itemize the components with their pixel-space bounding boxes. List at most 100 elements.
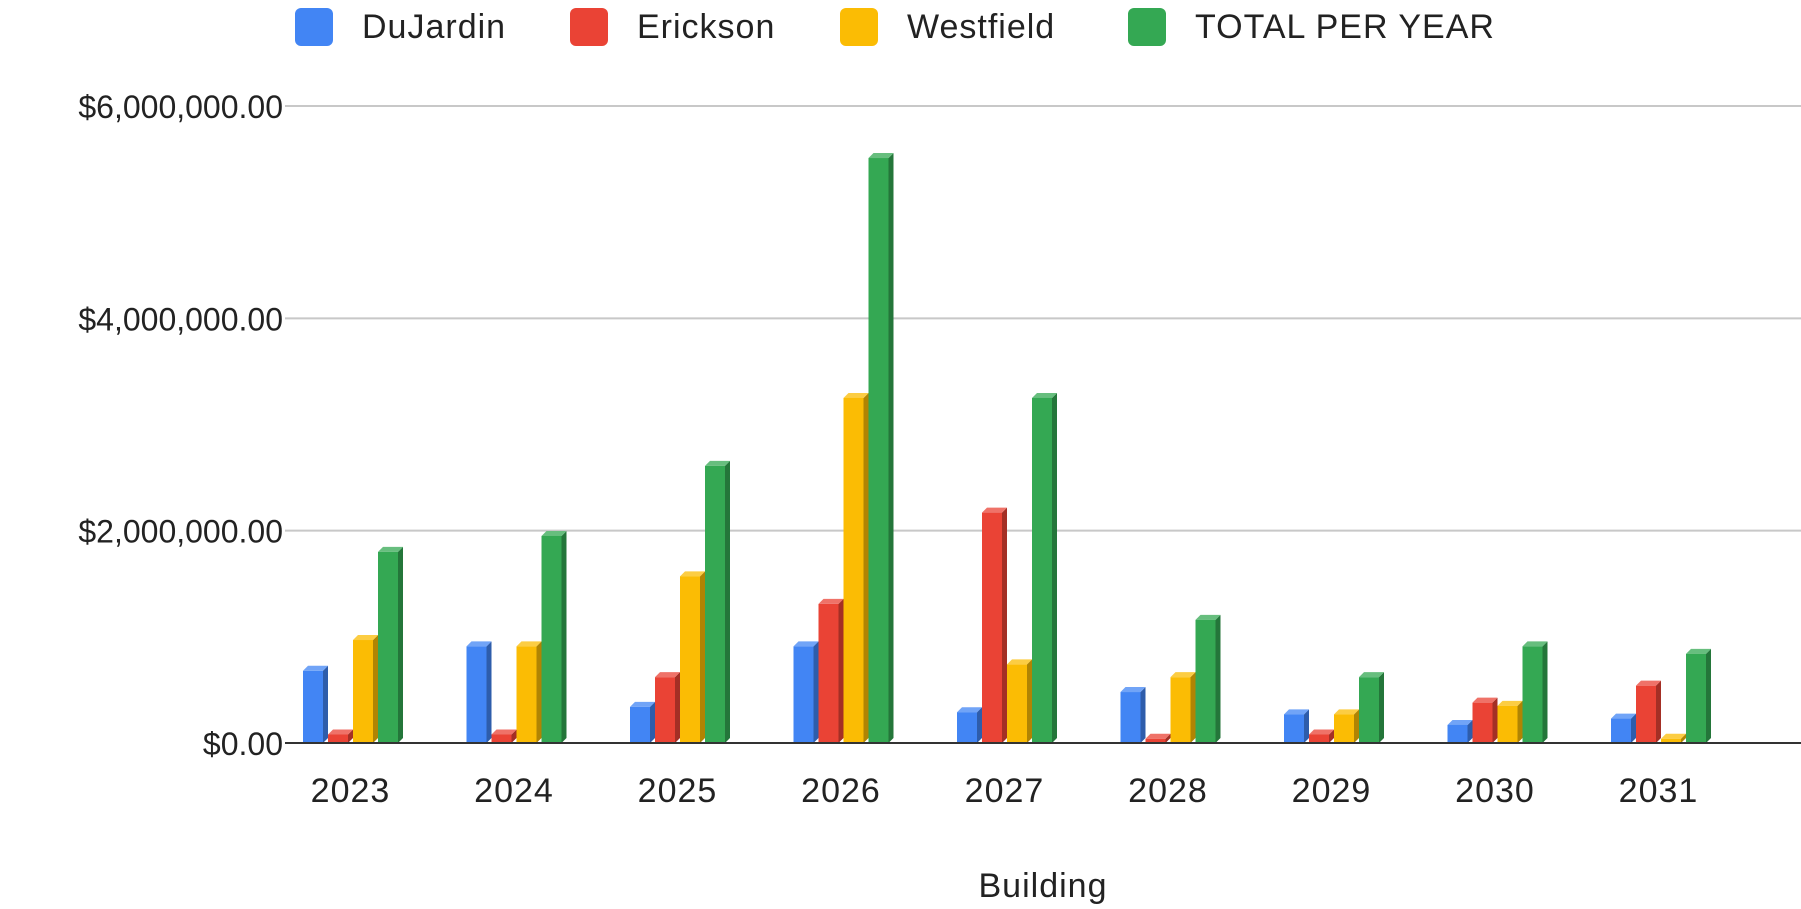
bar-front (378, 551, 398, 743)
bar-top (843, 392, 869, 398)
bar-side (1379, 672, 1384, 743)
x-tick-label: 2023 (311, 772, 391, 810)
bar-side (1656, 680, 1661, 743)
bar-top (1170, 672, 1196, 678)
legend-label: DuJardin (362, 8, 506, 46)
bar-front (1447, 724, 1468, 743)
bar-top (516, 641, 542, 647)
bar-top (353, 635, 378, 641)
bar (1334, 709, 1359, 743)
bar (353, 635, 378, 743)
legend-swatch (1128, 8, 1166, 46)
bar-front (1636, 685, 1656, 743)
bar-front (680, 576, 700, 743)
bar-front (1284, 714, 1304, 743)
bar-front (466, 646, 487, 743)
bar-side (1492, 697, 1498, 743)
legend-label: TOTAL PER YEAR (1195, 8, 1495, 46)
bar (328, 729, 353, 743)
bar-group-2025 (630, 460, 730, 743)
bar-side (1517, 700, 1523, 743)
bar-top (1195, 614, 1221, 620)
bar-side (1631, 713, 1636, 743)
bar-group-2027 (957, 392, 1057, 743)
bar-side (1027, 659, 1032, 743)
bar-front (1686, 653, 1706, 743)
bar-side (813, 641, 819, 743)
bar (655, 672, 680, 743)
bar (1636, 680, 1661, 743)
bar-top (1661, 733, 1686, 739)
bar-front (353, 640, 373, 743)
bar-side (323, 665, 328, 743)
bars (303, 153, 1711, 743)
bar-top (1686, 648, 1711, 654)
bar-top (378, 546, 403, 552)
bar-side (1354, 709, 1359, 743)
bar-side (1542, 641, 1548, 743)
bar-top (541, 530, 567, 536)
legend-swatch (295, 8, 333, 46)
bar-top (982, 507, 1007, 513)
bar-side (1681, 733, 1686, 743)
y-tick-label: $0.00 (203, 726, 283, 762)
bar-group-2031 (1611, 648, 1711, 743)
bar-front (982, 512, 1002, 743)
x-tick-label: 2029 (1292, 772, 1372, 810)
bar-group-2028 (1120, 614, 1221, 743)
bar (1661, 733, 1686, 743)
bar-side (700, 571, 705, 743)
bar (1120, 687, 1146, 743)
bar-side (348, 729, 353, 743)
legend: DuJardin Erickson Westfield TOTAL PER YEAR (295, 8, 1495, 46)
bar (1284, 709, 1309, 743)
y-axis-ticks: $0.00 $2,000,000.00 $4,000,000.00 $6,000,00… (78, 89, 283, 762)
bar (303, 665, 328, 743)
bar-top (1334, 709, 1359, 715)
bar (1359, 672, 1384, 743)
x-axis-title: Building (979, 867, 1108, 904)
bar (1145, 733, 1171, 743)
bar-front (1334, 714, 1354, 743)
x-tick-label: 2024 (474, 772, 554, 810)
bar-top (1145, 733, 1171, 739)
bar-side (1140, 687, 1146, 743)
bar (982, 507, 1007, 743)
bar-side (725, 460, 730, 743)
bar-side (1329, 729, 1334, 743)
bar-front (843, 397, 864, 743)
bar-side (650, 701, 655, 743)
bar (541, 530, 567, 743)
bar-top (1007, 659, 1032, 665)
bar-top (818, 598, 844, 604)
bar-front (1661, 738, 1681, 743)
bar (680, 571, 705, 743)
bar-front (793, 646, 814, 743)
legend-item-2: Westfield (840, 8, 1054, 46)
bar (1170, 672, 1196, 743)
bar-front (1497, 705, 1518, 743)
y-tick-label: $6,000,000.00 (78, 89, 283, 125)
bar-side (888, 153, 894, 743)
bar-side (1002, 507, 1007, 743)
y-tick-label: $2,000,000.00 (78, 514, 283, 550)
bar-front (705, 465, 725, 743)
bar-top (957, 707, 982, 713)
bar (630, 701, 655, 743)
bar-top (680, 571, 705, 577)
bar-side (977, 707, 982, 743)
bar-top (630, 701, 655, 707)
bar-group-2024 (466, 530, 567, 743)
bar-group-2023 (303, 546, 403, 743)
legend-swatch (840, 8, 878, 46)
bar-side (863, 392, 869, 743)
bar-top (1032, 392, 1057, 398)
bar (1686, 648, 1711, 743)
bar-side (373, 635, 378, 743)
bar-front (1472, 702, 1493, 743)
bar-side (1190, 672, 1196, 743)
bar (516, 641, 542, 743)
bar-top (466, 641, 492, 647)
bar-top (1497, 700, 1523, 706)
